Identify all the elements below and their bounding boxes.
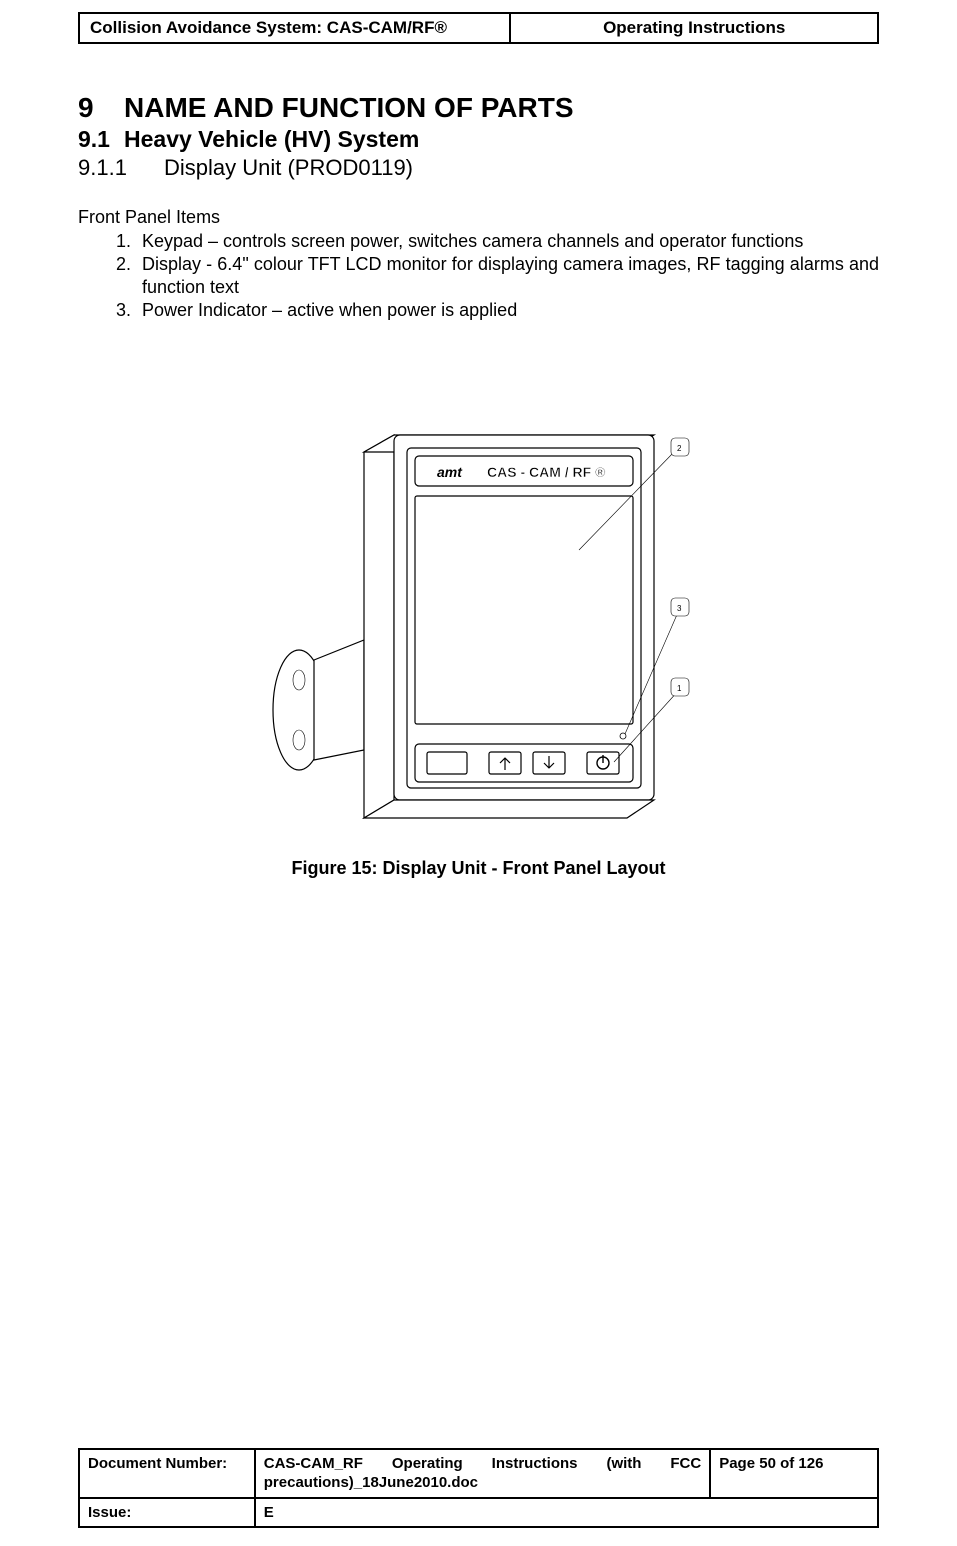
footer-doc-number-label: Document Number: [79,1449,255,1498]
keypad-button-power [587,752,619,774]
keypad-button-up [489,752,521,774]
callout-3: 3 [671,598,689,616]
footer-issue-label: Issue: [79,1498,255,1528]
list-item: Keypad – controls screen power, switches… [136,230,879,253]
footer-page-number: Page 50 of 126 [710,1449,878,1498]
device-illustration: amt CAS - CAM / RF ® [219,380,739,840]
heading-2-title: Heavy Vehicle (HV) System [124,126,419,152]
callout-1: 1 [671,678,689,696]
heading-2: 9.1Heavy Vehicle (HV) System [78,126,879,153]
heading-3: 9.1.1Display Unit (PROD0119) [78,155,879,181]
display-unit-body: amt CAS - CAM / RF ® [364,435,654,818]
page-header: Collision Avoidance System: CAS-CAM/RF® … [78,12,879,44]
heading-1-number: 9 [78,92,124,124]
list-item: Power Indicator – active when power is a… [136,299,879,322]
svg-text:3: 3 [677,604,682,613]
device-title-label: CAS - CAM / RF ® [487,464,606,480]
figure: amt CAS - CAM / RF ® [78,380,879,879]
list-item: Display - 6.4" colour TFT LCD monitor fo… [136,253,879,299]
heading-1-title: NAME AND FUNCTION OF PARTS [124,92,574,123]
keypad-button-down [533,752,565,774]
callout-2: 2 [671,438,689,456]
header-right: Operating Instructions [510,13,878,43]
page-content: 9NAME AND FUNCTION OF PARTS 9.1Heavy Veh… [78,44,879,1448]
mounting-bracket-icon [273,640,364,770]
front-panel-list: Keypad – controls screen power, switches… [136,230,879,322]
front-panel-title: Front Panel Items [78,207,879,228]
svg-text:2: 2 [677,444,682,453]
header-left: Collision Avoidance System: CAS-CAM/RF® [79,13,510,43]
heading-1: 9NAME AND FUNCTION OF PARTS [78,92,879,124]
display-screen [415,496,633,724]
heading-3-title: Display Unit (PROD0119) [164,155,413,180]
footer-issue-value: E [255,1498,878,1528]
brand-label: amt [437,464,463,480]
heading-3-number: 9.1.1 [78,155,164,181]
footer-doc-number-value: CAS-CAM_RF Operating Instructions (with … [255,1449,710,1498]
heading-2-number: 9.1 [78,126,124,153]
svg-text:1: 1 [677,684,682,693]
page-footer: Document Number: CAS-CAM_RF Operating In… [78,1448,879,1529]
keypad-button [427,752,467,774]
figure-caption: Figure 15: Display Unit - Front Panel La… [78,858,879,879]
